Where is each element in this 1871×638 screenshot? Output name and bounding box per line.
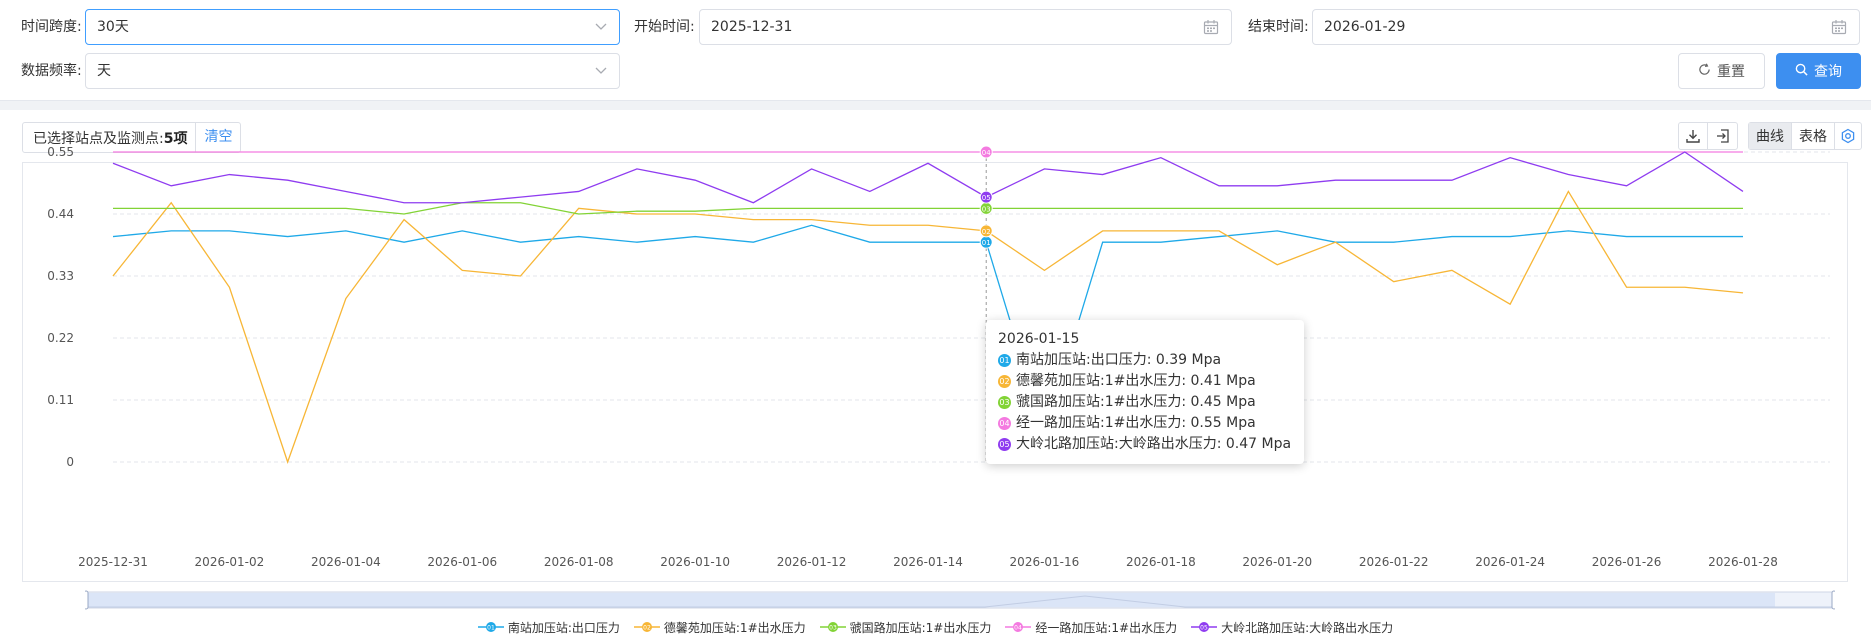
x-tick-label: 2026-01-18 xyxy=(1126,555,1196,569)
y-tick-label: 0.33 xyxy=(47,269,74,283)
legend-item[interactable]: 02 德馨苑加压站:1#出水压力 xyxy=(633,618,806,636)
curve-tab[interactable]: 曲线 xyxy=(1749,123,1792,149)
chart-legend: 01 南站加压站:出口压力 02 德馨苑加压站:1#出水压力 03 虢国路加压站:1#出水… xyxy=(0,618,1871,636)
reset-label: 重置 xyxy=(1717,64,1745,80)
start-date-value: 2025-12-31 xyxy=(711,19,793,35)
series-lines xyxy=(112,151,1744,464)
end-label: 结束时间: xyxy=(1248,19,1309,35)
table-tab[interactable]: 表格 xyxy=(1792,123,1835,149)
export-group xyxy=(1678,122,1738,150)
settings-icon[interactable] xyxy=(1835,123,1861,149)
x-tick-label: 2026-01-06 xyxy=(427,555,497,569)
selected-count: 5项 xyxy=(163,130,188,147)
y-axis-labels: 0 0.11 0.22 0.33 0.44 0.55 xyxy=(47,145,74,469)
freq-label: 数据频率: xyxy=(21,63,82,79)
clear-button[interactable]: 清空 xyxy=(195,123,240,152)
export-icon[interactable] xyxy=(1708,123,1737,149)
freq-select[interactable]: 天 xyxy=(85,53,620,89)
y-tick-label: 0.11 xyxy=(47,393,74,407)
span-value: 30天 xyxy=(97,19,129,35)
chevron-down-icon xyxy=(595,10,607,44)
series-line-03 xyxy=(113,202,1743,215)
legend-label: 虢国路加压站:1#出水压力 xyxy=(849,620,992,635)
series-line-05 xyxy=(112,151,1744,204)
legend-line-icon: 04 xyxy=(1005,622,1032,632)
start-date-input[interactable]: 2025-12-31 xyxy=(699,9,1232,45)
x-tick-label: 2026-01-22 xyxy=(1359,555,1429,569)
span-label: 时间跨度: xyxy=(21,19,82,35)
x-tick-label: 2026-01-24 xyxy=(1475,555,1545,569)
x-tick-label: 2026-01-14 xyxy=(893,555,963,569)
legend-line-icon: 01 xyxy=(477,622,504,632)
legend-line-icon: 05 xyxy=(1191,622,1218,632)
series-line-02 xyxy=(112,190,1744,464)
highlight-markers: 01 02 03 04 05 xyxy=(979,145,993,249)
end-date-input[interactable]: 2026-01-29 xyxy=(1312,9,1860,45)
highlight-point-04 xyxy=(979,145,993,159)
legend-label: 经一路加压站:1#出水压力 xyxy=(1035,620,1178,635)
legend-item[interactable]: 05 大岭北路加压站:大岭路出水压力 xyxy=(1191,618,1393,636)
download-icon[interactable] xyxy=(1679,123,1708,149)
svg-text:01: 01 xyxy=(487,625,495,632)
svg-text:04: 04 xyxy=(1015,625,1023,632)
legend-label: 大岭北路加压站:大岭路出水压力 xyxy=(1221,620,1394,635)
pressure-line-chart: 0 0.11 0.22 0.33 0.44 0.55 2025-12-31 2026-01-… xyxy=(47,145,1830,569)
start-label: 开始时间: xyxy=(634,19,695,35)
query-label: 查询 xyxy=(1814,64,1842,80)
highlight-point-02 xyxy=(979,224,993,238)
end-date-value: 2026-01-29 xyxy=(1324,19,1406,35)
svg-text:02: 02 xyxy=(643,625,651,632)
data-zoom-slider[interactable] xyxy=(83,590,1837,610)
highlight-point-badge: 02 xyxy=(982,228,991,236)
legend-item[interactable]: 01 南站加压站:出口压力 xyxy=(477,618,620,636)
y-tick-label: 0.22 xyxy=(47,331,74,345)
slider-handle-right xyxy=(1831,590,1837,610)
calendar-icon[interactable] xyxy=(1203,10,1219,44)
series-line-01 xyxy=(112,224,1743,437)
legend-line-icon: 02 xyxy=(633,622,660,632)
x-tick-label: 2026-01-12 xyxy=(777,555,847,569)
x-tick-label: 2026-01-04 xyxy=(311,555,381,569)
legend-label: 南站加压站:出口压力 xyxy=(507,620,620,635)
y-tick-label: 0 xyxy=(66,455,74,469)
x-tick-label: 2026-01-10 xyxy=(660,555,730,569)
y-tick-label: 0.44 xyxy=(47,207,74,221)
legend-item[interactable]: 04 经一路加压站:1#出水压力 xyxy=(1005,618,1177,636)
span-select[interactable]: 30天 xyxy=(85,9,620,45)
x-tick-label: 2026-01-16 xyxy=(1010,555,1080,569)
x-tick-label: 2026-01-28 xyxy=(1708,555,1778,569)
chart-panel: 已选择站点及监测点: 5项 清空 曲线 表格 0 0.11 0.22 0.33 0.44… xyxy=(0,110,1871,638)
refresh-icon xyxy=(1698,62,1711,80)
x-tick-label: 2026-01-20 xyxy=(1242,555,1312,569)
svg-text:05: 05 xyxy=(1200,625,1208,632)
chevron-down-icon xyxy=(595,54,607,88)
legend-line-icon: 03 xyxy=(819,622,846,632)
y-tick-label: 0.55 xyxy=(47,145,74,159)
svg-text:03: 03 xyxy=(829,625,837,632)
chart-frame xyxy=(22,162,1848,582)
view-toggle: 曲线 表格 xyxy=(1748,122,1862,150)
highlight-point-badge: 01 xyxy=(982,239,991,247)
x-tick-label: 2026-01-26 xyxy=(1592,555,1662,569)
freq-value: 天 xyxy=(97,63,111,79)
highlight-point-badge: 05 xyxy=(982,194,991,202)
search-icon xyxy=(1795,63,1808,80)
x-axis-labels: 2025-12-31 2026-01-02 2026-01-04 2026-01-06… xyxy=(78,555,1778,569)
x-tick-label: 2025-12-31 xyxy=(78,555,148,569)
highlight-point-badge: 04 xyxy=(982,149,991,157)
legend-item[interactable]: 03 虢国路加压站:1#出水压力 xyxy=(819,618,992,636)
x-tick-label: 2026-01-02 xyxy=(195,555,265,569)
slider-handle-left xyxy=(83,590,89,610)
filter-panel: 时间跨度: 30天 开始时间: 2025-12-31 结束时间: 2026-01… xyxy=(0,0,1871,101)
selected-label: 已选择站点及监测点: xyxy=(33,130,164,147)
highlight-point-05 xyxy=(979,190,993,204)
legend-label: 德馨苑加压站:1#出水压力 xyxy=(663,620,806,635)
x-tick-label: 2026-01-08 xyxy=(544,555,614,569)
highlight-point-badge: 03 xyxy=(982,205,991,213)
reset-button[interactable]: 重置 xyxy=(1678,53,1765,89)
calendar-icon[interactable] xyxy=(1831,10,1847,44)
query-button[interactable]: 查询 xyxy=(1776,53,1861,89)
